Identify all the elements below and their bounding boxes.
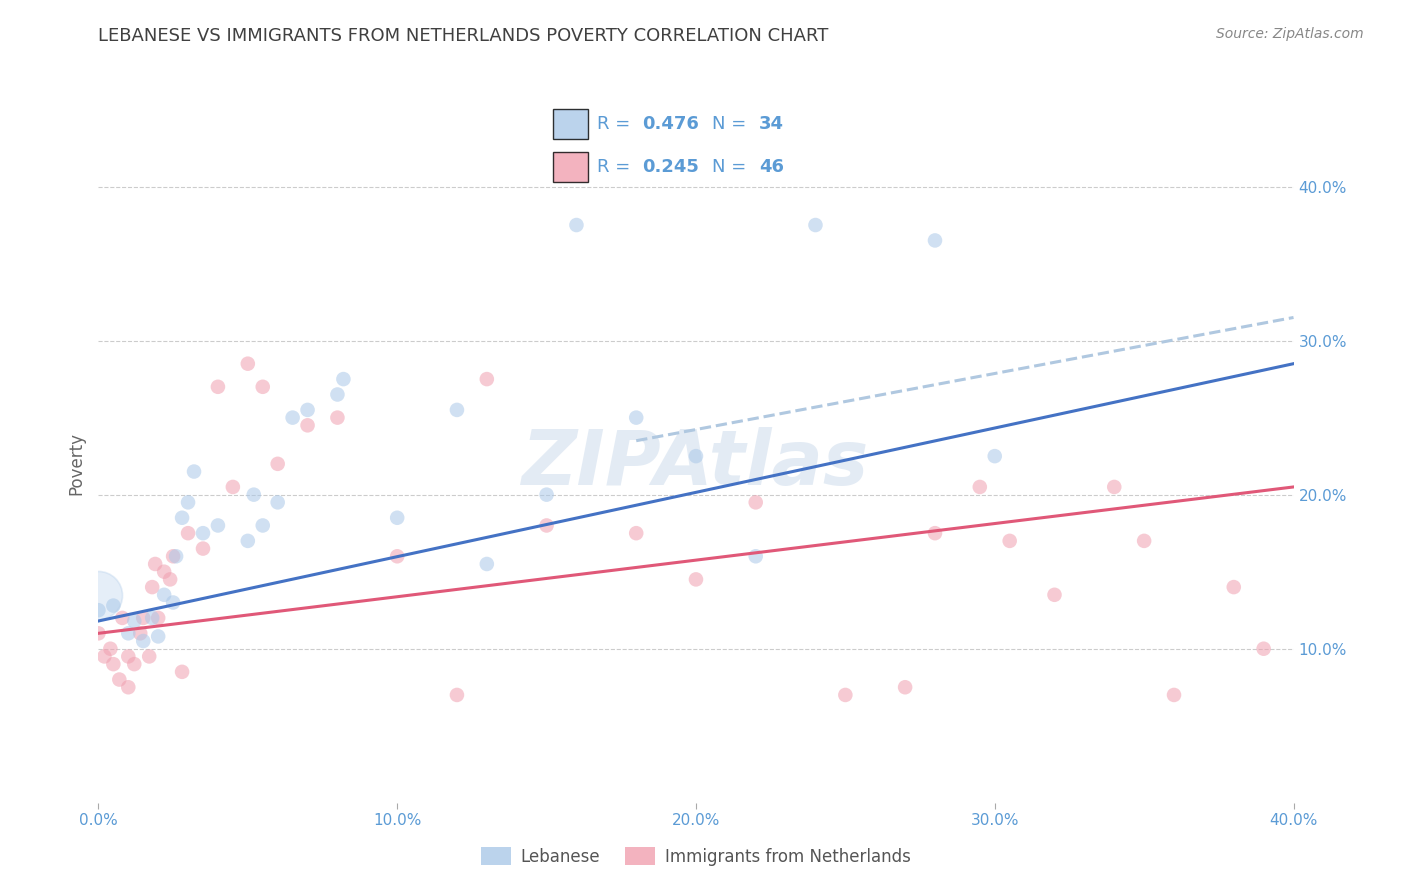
Point xyxy=(153,565,176,579)
Point xyxy=(153,588,176,602)
Point xyxy=(804,218,827,232)
Point xyxy=(252,518,274,533)
Point xyxy=(222,480,245,494)
Point xyxy=(172,665,194,679)
Point xyxy=(93,649,115,664)
Point xyxy=(165,549,187,564)
Point xyxy=(924,526,946,541)
Text: ZIPAtlas: ZIPAtlas xyxy=(522,427,870,500)
Point xyxy=(267,495,290,509)
Point xyxy=(1163,688,1185,702)
Point xyxy=(141,580,163,594)
Point xyxy=(297,403,319,417)
Point xyxy=(177,526,200,541)
Point xyxy=(326,387,349,401)
Text: 46: 46 xyxy=(759,159,785,177)
Point xyxy=(475,372,498,386)
Y-axis label: Poverty: Poverty xyxy=(67,433,86,495)
Text: N =: N = xyxy=(711,159,752,177)
Text: 0.245: 0.245 xyxy=(643,159,699,177)
Point xyxy=(243,488,266,502)
Point xyxy=(1223,580,1246,594)
Point xyxy=(132,634,155,648)
Text: R =: R = xyxy=(598,115,637,133)
Legend: Lebanese, Immigrants from Netherlands: Lebanese, Immigrants from Netherlands xyxy=(474,840,918,872)
Point xyxy=(177,495,200,509)
Point xyxy=(385,510,409,524)
Point xyxy=(252,380,274,394)
Point xyxy=(1253,641,1275,656)
Point xyxy=(446,403,468,417)
Point xyxy=(108,673,131,687)
Point xyxy=(103,657,125,672)
Text: N =: N = xyxy=(711,115,752,133)
Point xyxy=(162,595,184,609)
Point xyxy=(117,626,139,640)
Point xyxy=(267,457,290,471)
Point xyxy=(326,410,349,425)
Point xyxy=(332,372,354,386)
Point xyxy=(475,557,498,571)
FancyBboxPatch shape xyxy=(554,110,588,139)
Point xyxy=(117,680,139,694)
Point xyxy=(159,573,181,587)
Text: Source: ZipAtlas.com: Source: ZipAtlas.com xyxy=(1216,27,1364,41)
Point xyxy=(685,449,707,463)
Point xyxy=(87,588,110,602)
Point xyxy=(124,614,146,628)
Point xyxy=(984,449,1007,463)
Point xyxy=(207,518,229,533)
Point xyxy=(183,465,205,479)
Point xyxy=(236,533,259,548)
Point xyxy=(626,526,648,541)
Point xyxy=(1043,588,1066,602)
Point xyxy=(162,549,184,564)
Point xyxy=(834,688,856,702)
Point xyxy=(124,657,146,672)
Point xyxy=(297,418,319,433)
Point xyxy=(117,649,139,664)
Point xyxy=(132,611,155,625)
FancyBboxPatch shape xyxy=(554,153,588,183)
Point xyxy=(111,611,134,625)
Text: 34: 34 xyxy=(759,115,785,133)
Point xyxy=(207,380,229,394)
Point xyxy=(385,549,409,564)
Point xyxy=(103,599,125,613)
Point xyxy=(129,626,152,640)
Point xyxy=(141,611,163,625)
Point xyxy=(565,218,588,232)
Point xyxy=(87,603,110,617)
Point xyxy=(998,533,1021,548)
Text: 0.476: 0.476 xyxy=(643,115,699,133)
Text: R =: R = xyxy=(598,159,637,177)
Point xyxy=(172,510,194,524)
Point xyxy=(969,480,991,494)
Point xyxy=(924,234,946,248)
Point xyxy=(745,549,768,564)
Point xyxy=(191,541,214,556)
Point xyxy=(87,626,110,640)
Point xyxy=(536,518,558,533)
Point xyxy=(1104,480,1126,494)
Point xyxy=(685,573,707,587)
Point xyxy=(236,357,259,371)
Point xyxy=(281,410,304,425)
Text: LEBANESE VS IMMIGRANTS FROM NETHERLANDS POVERTY CORRELATION CHART: LEBANESE VS IMMIGRANTS FROM NETHERLANDS … xyxy=(98,27,828,45)
Point xyxy=(138,649,160,664)
Point xyxy=(143,557,166,571)
Point xyxy=(446,688,468,702)
Point xyxy=(745,495,768,509)
Point xyxy=(894,680,917,694)
Point xyxy=(626,410,648,425)
Point xyxy=(100,641,122,656)
Point xyxy=(536,488,558,502)
Point xyxy=(191,526,214,541)
Point xyxy=(148,629,170,643)
Point xyxy=(1133,533,1156,548)
Point xyxy=(148,611,170,625)
